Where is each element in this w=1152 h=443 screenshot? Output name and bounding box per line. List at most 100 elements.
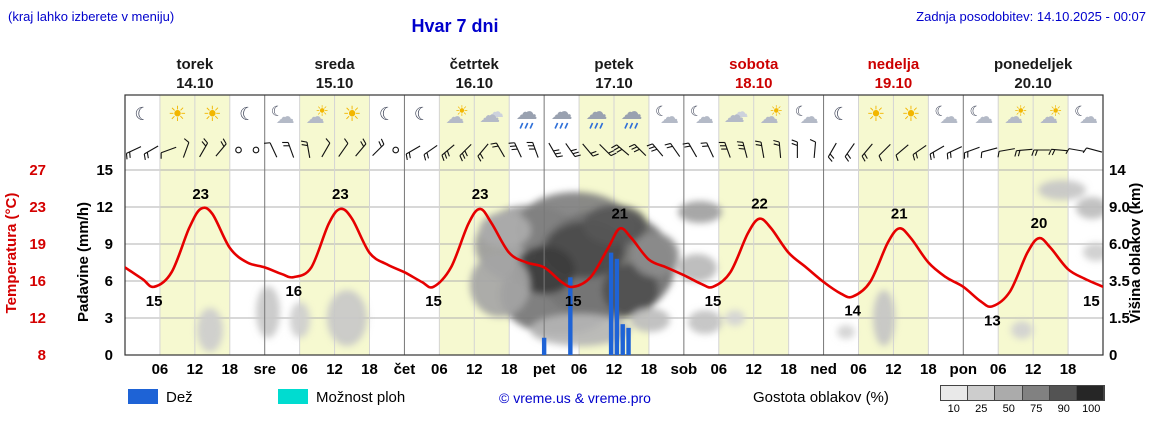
wind-barb-icon: [1082, 147, 1103, 154]
wind-barb-icon: [1014, 148, 1033, 157]
moon-glyph: ☾: [795, 103, 808, 119]
showers-legend-swatch: [278, 389, 308, 404]
wind-barb-icon: [199, 138, 209, 158]
wind-barb-icon: [441, 144, 455, 161]
temperature-axis: 27 23 19 16 12 8 Temperatura (°C): [3, 162, 46, 364]
cloud-height-tick: 6.0: [1109, 236, 1130, 253]
density-swatch: [968, 386, 996, 400]
temp-extreme-label: 14: [844, 303, 861, 320]
cloud-blob: [530, 314, 630, 346]
cloud-glyph: ☁: [551, 99, 573, 124]
temp-tick: 27: [29, 162, 46, 179]
precip-axis: 15 12 9 6 3 0 Padavine (mm/h): [75, 162, 113, 364]
density-tick-label: 100: [1082, 403, 1101, 415]
rain-bar: [614, 258, 620, 355]
cloud-blob: [631, 233, 679, 277]
sun-glyph: ☀: [1049, 103, 1062, 120]
density-tick-label: 50: [1002, 403, 1015, 415]
cloud-glyph: ☁: [724, 104, 745, 127]
moon-glyph: ☾: [239, 104, 255, 124]
moon-icon: ☾: [833, 104, 849, 124]
moon-glyph: ☾: [969, 103, 982, 119]
wind-barb-icon: [182, 138, 190, 158]
cloud-glyph: ☁: [974, 107, 993, 128]
hour-label: 12: [326, 361, 343, 378]
rain-bar: [626, 327, 631, 355]
sun-glyph: ☀: [455, 103, 468, 120]
rain-mark: [634, 122, 639, 129]
wind-barb-icon: [682, 142, 698, 158]
sun-glyph: ☀: [1014, 103, 1027, 120]
wind-barb-icon: [1048, 148, 1068, 156]
day-abbr-label: čet: [394, 361, 416, 378]
wind-barb-icon: [321, 138, 331, 158]
sun-glyph: ☀: [867, 103, 886, 126]
day-date: 17.10: [595, 75, 633, 92]
rain-mark: [564, 122, 569, 129]
sun-glyph: ☀: [769, 103, 782, 120]
cloud-glyph: ☁: [760, 107, 779, 128]
mooncloud-icon: ☾☁: [655, 103, 679, 128]
cloud-blob: [630, 308, 670, 332]
cloud-blob: [1011, 321, 1033, 339]
cloud-height-tick: 0: [1109, 347, 1117, 364]
wind-barb-icon: [355, 138, 367, 157]
wind-barb-icon: [963, 146, 980, 159]
day-boundaries: [264, 95, 964, 355]
mooncloud-icon: ☾☁: [271, 103, 295, 128]
wind-barb-icon: [1031, 149, 1050, 156]
calm-wind-icon: [392, 146, 400, 154]
cloud-icon: ☁☁: [724, 104, 749, 127]
cloud-blob: [290, 302, 310, 338]
precip-tick: 12: [96, 199, 113, 216]
hour-label: 12: [1025, 361, 1042, 378]
moon-glyph: ☾: [379, 104, 395, 124]
copyright-link[interactable]: © vreme.us & vreme.pro: [499, 390, 651, 406]
suncloud-icon: ☀☁: [760, 103, 783, 128]
moon-icon: ☾: [239, 104, 255, 124]
temp-extreme-label: 23: [192, 186, 209, 203]
hour-label: 06: [571, 361, 588, 378]
day-abbr-label: pon: [950, 361, 978, 378]
density-tick-label: 90: [1057, 403, 1070, 415]
wind-barb-icon: [844, 143, 855, 162]
weather-icons: ☾ ☀ ☀ ☾ ☾☁ ☀☁ ☀ ☾ ☾ ☀☁ ☁☁ ☁ ☁ ☁ ☁ ☾☁ ☾☁ ☁☁ ☀☁ ☾☁ ☾ ☀ ☀ ☾☁ ☾☁ ☀☁ ☀☁…: [134, 99, 1098, 129]
sun-glyph: ☀: [203, 103, 222, 126]
day-name: torek: [177, 56, 214, 73]
cloud-blob: [837, 325, 855, 339]
moon-icon: ☾: [414, 104, 430, 124]
day-date: 15.10: [316, 75, 354, 92]
precip-axis-title: Padavine (mm/h): [75, 202, 92, 322]
wind-barb-icon: [895, 144, 909, 161]
cloud-blob: [688, 310, 722, 334]
temp-extreme-label: 22: [751, 196, 768, 213]
temp-extreme-label: 21: [611, 205, 628, 222]
hour-label: 18: [221, 361, 238, 378]
hour-label: 12: [745, 361, 762, 378]
cloud-blob: [725, 310, 745, 326]
suncloud-icon: ☀☁: [1039, 103, 1062, 128]
cloud-blob: [1038, 180, 1086, 200]
rain-legend-swatch: [128, 389, 158, 404]
density-swatch: [941, 386, 969, 400]
day-headers: torek 14.10 sreda 15.10 četrtek 16.10 petek 17.…: [176, 56, 1073, 92]
hour-label: 12: [466, 361, 483, 378]
hour-label: 18: [1060, 361, 1077, 378]
cloud-glyph: ☁: [586, 99, 608, 124]
day-date: 20.10: [1014, 75, 1052, 92]
cloud-glyph: ☁: [800, 107, 819, 128]
temp-tick: 23: [29, 199, 46, 216]
moon-glyph: ☾: [655, 103, 668, 119]
precip-tick: 6: [105, 273, 113, 290]
hour-label: 18: [920, 361, 937, 378]
temp-extreme-label: 20: [1031, 215, 1048, 232]
rain-mark: [554, 122, 559, 129]
temp-tick: 8: [38, 347, 46, 364]
wind-barb-icon: [718, 141, 731, 158]
temp-tick: 16: [29, 273, 46, 290]
cloud-height-tick: 3.5: [1109, 273, 1130, 290]
day-abbr-label: pet: [533, 361, 556, 378]
cloud-height-tick: 1.5: [1109, 310, 1130, 327]
rain-legend-label: Dež: [166, 389, 193, 406]
